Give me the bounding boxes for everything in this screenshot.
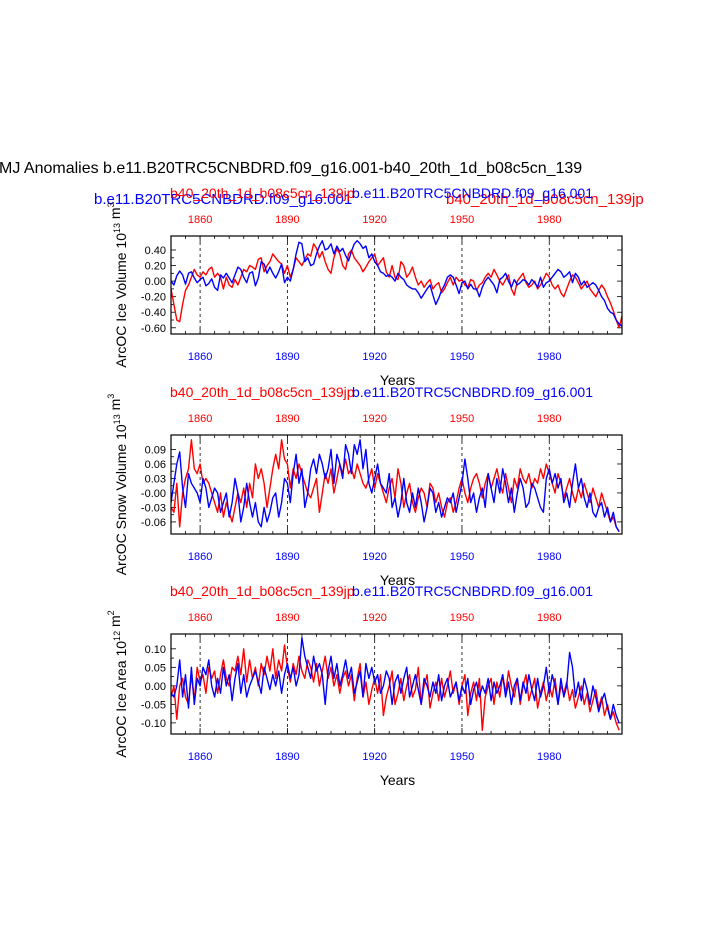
y-tick-label: -0.10 — [141, 718, 166, 730]
x-tick-label-top: 1950 — [450, 214, 474, 226]
x-tick-label-top: 1890 — [275, 413, 299, 425]
series-line-b-e11 — [171, 239, 622, 327]
x-tick-label-bottom: 1860 — [188, 751, 212, 763]
y-tick-label: 0.06 — [145, 459, 166, 471]
run-label-red: b40_20th_1d_b08c5cn_139jp — [170, 583, 355, 599]
x-tick-label-top: 1890 — [275, 214, 299, 226]
x-tick-label-top: 1980 — [537, 413, 561, 425]
x-tick-label-top: 1920 — [362, 612, 386, 624]
y-tick-label: -0.00 — [141, 488, 166, 500]
x-tick-label-bottom: 1950 — [450, 751, 474, 763]
y-tick-label: 0.10 — [145, 644, 166, 656]
y-tick-label: -0.05 — [141, 699, 166, 711]
panel-snow-volume: -0.06 -0.03 -0.00 0.03 0.06 0.09 1860 1860 1890 1… — [106, 384, 623, 588]
y-tick-label: -0.20 — [141, 292, 166, 304]
y-tick-label: -0.40 — [141, 307, 166, 319]
x-tick-label-bottom: 1980 — [537, 751, 561, 763]
x-tick-label-top: 1950 — [450, 612, 474, 624]
x-tick-label-top: 1980 — [537, 214, 561, 226]
panel-ice-volume: -0.60 -0.40 -0.20 0.00 0.20 0.40 1860 1860 1890 1… — [94, 185, 644, 388]
x-tick-label-bottom: 1860 — [188, 551, 212, 563]
x-tick-label-bottom: 1920 — [362, 351, 386, 363]
run-label-blue: b.e11.B20TRC5CNBDRD.f09_g16.001 — [352, 583, 593, 599]
x-tick-label-bottom: 1890 — [275, 551, 299, 563]
y-tick-label: -0.03 — [141, 502, 166, 514]
series-line-b40 — [171, 439, 620, 532]
x-tick-label-bottom: 1860 — [188, 351, 212, 363]
main-title: MJ Anomalies b.e11.B20TRC5CNBDRD.f09_g16… — [0, 160, 582, 177]
run-label-red: b40_20th_1d_b08c5cn_139jp — [170, 384, 355, 400]
x-tick-label-bottom: 1920 — [362, 751, 386, 763]
x-tick-label-top: 1860 — [188, 214, 212, 226]
x-tick-label-top: 1920 — [362, 413, 386, 425]
x-tick-label-bottom: 1950 — [450, 351, 474, 363]
x-tick-label-top: 1920 — [362, 214, 386, 226]
y-tick-label: 0.20 — [145, 261, 166, 273]
series-line-b-e11 — [171, 637, 620, 724]
y-tick-label: -0.06 — [141, 517, 166, 529]
y-tick-label: 0.00 — [145, 276, 166, 288]
x-tick-label-bottom: 1980 — [537, 551, 561, 563]
x-tick-label-bottom: 1890 — [275, 351, 299, 363]
run-label-blue: b.e11.B20TRC5CNBDRD.f09_g16.001 — [352, 384, 593, 400]
overlay-label-red: b40_20th_1d_b08c5cn_139jp — [446, 191, 644, 208]
y-axis-title: ArcOC Ice Area 1012 m2 — [106, 610, 129, 757]
x-tick-label-top: 1980 — [537, 612, 561, 624]
y-tick-label: 0.00 — [145, 681, 166, 693]
x-axis-title: Years — [380, 772, 415, 788]
x-axis-title: Years — [380, 572, 415, 588]
x-tick-label-bottom: 1920 — [362, 551, 386, 563]
x-tick-label-bottom: 1980 — [537, 351, 561, 363]
panel-ice-area: -0.10 -0.05 0.00 0.05 0.10 1860 1860 1890 1890 19… — [106, 583, 623, 788]
x-axis-title: Years — [380, 372, 415, 388]
panels: -0.60 -0.40 -0.20 0.00 0.20 0.40 1860 1860 1890 1… — [94, 185, 644, 788]
y-tick-label: 0.09 — [145, 444, 166, 456]
x-tick-label-top: 1950 — [450, 413, 474, 425]
series-line-b40 — [171, 243, 622, 329]
plot-frame — [170, 434, 623, 535]
x-tick-label-bottom: 1950 — [450, 551, 474, 563]
y-axis-title: ArcOC Ice Volume 1013 m3 — [106, 202, 129, 367]
x-tick-label-top: 1860 — [188, 413, 212, 425]
y-axis-title: ArcOC Snow Volume 1013 m3 — [106, 394, 129, 576]
y-tick-label: 0.40 — [145, 245, 166, 257]
series-line-b-e11 — [171, 439, 620, 532]
x-tick-label-top: 1860 — [188, 612, 212, 624]
run-label-blue: b.e11.B20TRC5CNBDRD.f09_g16.001 — [352, 185, 593, 201]
y-tick-label: -0.60 — [141, 323, 166, 335]
series-line-b40 — [171, 644, 620, 731]
x-tick-label-top: 1890 — [275, 612, 299, 624]
run-label-red: b40_20th_1d_b08c5cn_139jp — [170, 185, 355, 201]
x-tick-label-bottom: 1890 — [275, 751, 299, 763]
plot-frame — [170, 235, 623, 335]
y-tick-label: 0.05 — [145, 662, 166, 674]
overlay-label-blue: b.e11.B20TRC5CNBDRD.f09_g16.001 — [94, 191, 352, 208]
y-tick-label: 0.03 — [145, 473, 166, 485]
plot-frame — [170, 633, 623, 735]
